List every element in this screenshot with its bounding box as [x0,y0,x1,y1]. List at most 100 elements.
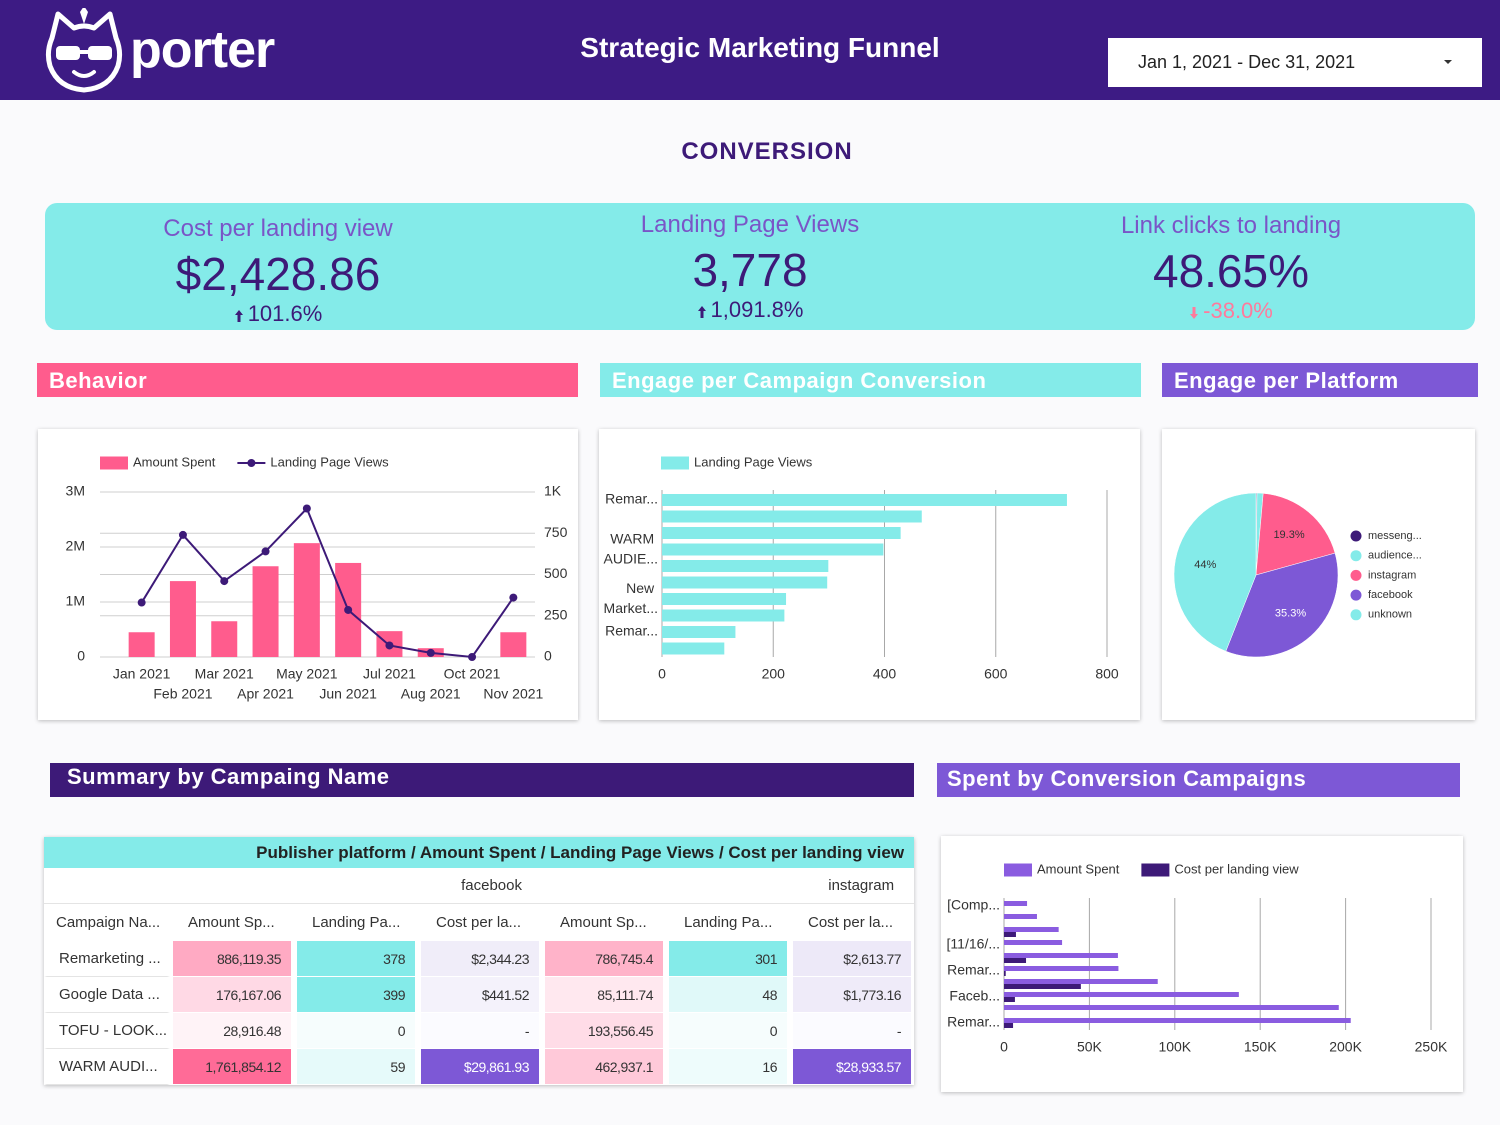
table-row: Remarketing ... 886,119.35 378 $2,344.23 786… [44,941,915,977]
bar [662,510,922,523]
kpi-value: 48.65% [1152,245,1309,297]
kpi-change: 101.6% [58,301,498,327]
legend-label: Cost per landing view [1174,861,1299,876]
column-header-row: Campaign Na... Amount Sp... Landing Pa... C… [44,904,914,941]
date-range[interactable]: Jan 1, 2021 - Dec 31, 2021 [1138,52,1356,72]
y2-tick-label: 0 [544,648,552,664]
header-bar: porter Strategic Marketing Funnel Jan 1,… [0,0,1500,100]
bar [1004,927,1059,932]
dropdown-caret[interactable] [1444,60,1452,64]
legend-symbol [661,456,689,470]
bar [1004,1018,1351,1023]
table-cell: 301 [666,941,790,977]
column-header: Landing Pa... [684,914,773,931]
chart-card [941,836,1463,1092]
category-label: Remar... [947,1014,1000,1030]
legend-label: instagram [1368,569,1416,581]
x-tick-label: 250K [1415,1039,1448,1055]
bar [1004,984,1081,989]
category-label: Remar... [605,491,658,507]
x-tick-label: Aug 2021 [401,686,461,702]
y-tick-label: 3M [66,483,85,499]
table-cell: - [790,1013,915,1049]
up-arrow [697,306,706,318]
table-cell: 48 [666,977,790,1013]
legend-symbol [1350,569,1362,581]
bar [1004,971,1006,976]
bar [1004,979,1158,984]
bar [662,560,829,572]
panel-title: Engage per Campaign Conversion [600,363,1141,397]
legend-symbol [1350,550,1362,562]
line-point [220,577,229,586]
campaign-name: Remarketing ... [44,941,170,977]
x-tick-label: 800 [1095,666,1119,682]
kpi-band: Cost per landing view $2,428.86 101.6% L… [45,203,1475,330]
table-cell: $1,773.16 [790,977,915,1013]
y-tick-label: 0 [77,648,85,664]
table-cell: 378 [294,941,418,977]
legend-symbol [1350,530,1362,542]
table-cell: 786,745.4 [542,941,666,977]
table-cell: 85,111.74 [542,977,666,1013]
bar [662,642,725,655]
page-title: Strategic Marketing Funnel [580,32,940,63]
table-cell: $2,344.23 [418,941,542,977]
bar [1004,914,1037,919]
x-tick-label: 400 [873,666,897,682]
table-cell: $28,933.57 [790,1049,915,1085]
bar [1004,997,1015,1002]
campaign-name: TOFU - LOOK... [44,1013,170,1049]
panel-title: Spent by Conversion Campaigns [937,763,1460,797]
bar [293,543,320,657]
legend-label: audience... [1368,550,1422,562]
category-label: Remar... [605,623,658,639]
table-cell: 886,119.35 [170,941,294,977]
slice-label: 44% [1194,559,1216,571]
table-cell: 193,556.45 [542,1013,666,1049]
x-tick-label: 200 [762,666,786,682]
x-tick-label: Apr 2021 [237,686,294,702]
kpi-label: Link clicks to landing [1120,212,1342,239]
kpi: Cost per landing view $2,428.86 101.6% [58,215,498,327]
line-point [137,598,146,607]
category-label: Remar... [947,962,1000,978]
group-row: facebook instagram [44,868,915,904]
table-cell: $441.52 [418,977,542,1013]
date-range-picker[interactable]: Jan 1, 2021 - Dec 31, 2021 [1108,38,1482,87]
down-arrow [1190,307,1199,319]
legend-label: Amount Spent [133,454,216,469]
bar [1004,966,1119,971]
table-cell: 0 [294,1013,418,1049]
category-label: [11/16/... [947,936,1000,952]
bar [1004,901,1028,906]
category-label: WARM AUDIE... [604,530,658,566]
y2-tick-label: 250 [544,606,568,622]
campaign-name: Google Data ... [44,977,170,1013]
bar [252,566,279,657]
table-cell: 0 [666,1013,790,1049]
bar [128,632,155,657]
bar [169,581,196,657]
legend-symbol [1350,589,1362,601]
table-cell: 59 [294,1049,418,1085]
line-point [302,504,311,513]
bar [662,494,1067,506]
x-tick-label: 200K [1329,1039,1362,1055]
bar [1004,1023,1014,1028]
legend-label: facebook [1368,589,1413,601]
line [140,506,515,659]
pie-slice [1173,492,1257,652]
x-tick-label: May 2021 [276,666,338,682]
pie-slice [1225,552,1339,658]
up-arrow [234,310,243,322]
bar [500,632,527,657]
bar [662,626,736,638]
kpi: Landing Page Views 3,778 1,091.8% [530,211,970,323]
kpi-label: Landing Page Views [640,211,860,238]
kpi-change-value: 101.6% [247,301,323,326]
panel-title: Summary by Campaing Name [50,763,914,797]
bar [1004,958,1027,963]
x-tick-label: Mar 2021 [195,666,254,682]
